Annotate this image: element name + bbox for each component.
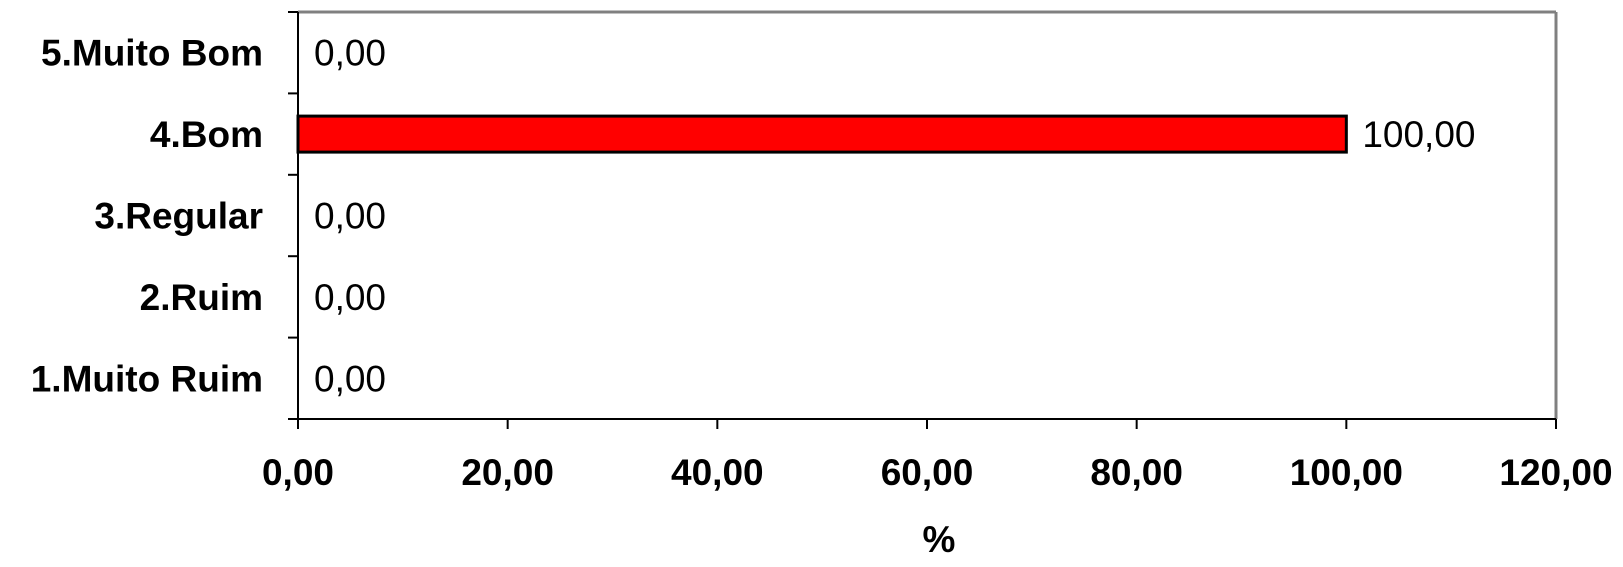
category-label: 1.Muito Ruim	[31, 358, 263, 399]
x-tick-label: 60,00	[881, 452, 974, 493]
data-label: 0,00	[314, 196, 386, 237]
x-tick-label: 100,00	[1290, 452, 1403, 493]
x-tick-label: 20,00	[461, 452, 554, 493]
data-label: 0,00	[314, 358, 386, 399]
category-label: 4.Bom	[150, 114, 263, 155]
x-tick-label: 80,00	[1090, 452, 1183, 493]
category-label: 2.Ruim	[140, 277, 263, 318]
category-label: 3.Regular	[94, 196, 263, 237]
x-tick-label: 40,00	[671, 452, 764, 493]
category-label: 5.Muito Bom	[41, 33, 263, 74]
data-label: 0,00	[314, 33, 386, 74]
bar	[296, 114, 1348, 154]
data-label: 0,00	[314, 277, 386, 318]
data-label: 100,00	[1362, 114, 1475, 155]
x-tick-label: 120,00	[1499, 452, 1612, 493]
plot-area	[298, 12, 1556, 419]
x-tick-label: 0,00	[262, 452, 334, 493]
x-axis-title: %	[923, 519, 956, 560]
